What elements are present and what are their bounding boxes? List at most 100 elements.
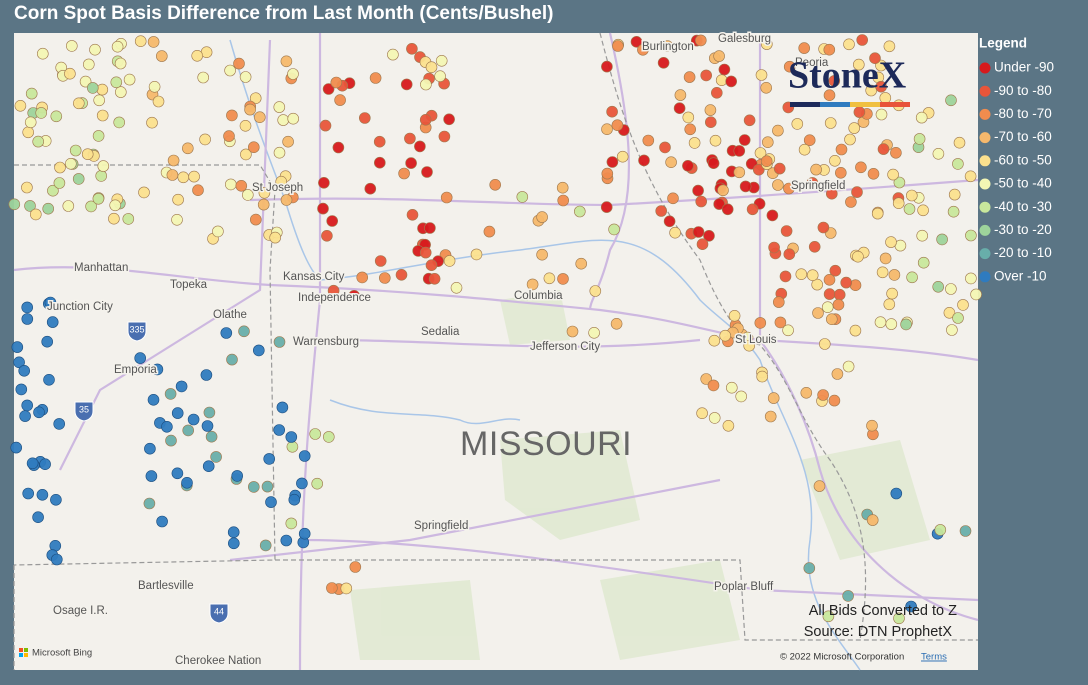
bid-dot <box>713 198 726 210</box>
legend-item[interactable]: -90 to -80 <box>979 83 1052 98</box>
bid-dot <box>601 60 613 73</box>
bid-dot <box>175 380 188 393</box>
bid-dot <box>332 141 345 154</box>
bid-dot <box>224 64 236 77</box>
bid-dot <box>866 419 878 432</box>
legend-item[interactable]: -30 to -20 <box>979 222 1052 237</box>
bid-dot <box>10 441 23 454</box>
bid-dot <box>273 101 286 113</box>
legend-item[interactable]: -60 to -50 <box>979 152 1052 167</box>
bid-dot <box>166 169 179 181</box>
bid-dot <box>369 72 382 84</box>
bid-dot <box>890 147 902 159</box>
bid-dot <box>187 413 200 426</box>
legend-item[interactable]: -80 to -70 <box>979 106 1052 121</box>
bid-dot <box>225 178 237 191</box>
bid-dot <box>280 55 293 68</box>
bid-dot <box>791 118 804 130</box>
bid-dot <box>774 316 787 329</box>
legend-item[interactable]: -70 to -60 <box>979 129 1052 144</box>
bid-dot <box>601 123 613 135</box>
bid-dot <box>419 246 432 259</box>
bid-dot <box>682 111 695 124</box>
bid-dot <box>172 193 184 206</box>
bid-dot <box>226 353 238 366</box>
legend-item[interactable]: -50 to -40 <box>979 176 1052 191</box>
bid-dot <box>205 430 218 443</box>
bid-dot <box>378 272 391 284</box>
bid-dot <box>19 410 31 422</box>
bid-dot <box>655 205 668 217</box>
bid-dot <box>842 590 854 602</box>
bid-dot <box>965 272 977 285</box>
legend-swatch <box>979 155 991 167</box>
bid-dot <box>113 116 125 129</box>
legend-item[interactable]: Over -10 <box>979 268 1047 283</box>
city-label: Topeka <box>170 279 208 291</box>
bid-dot <box>263 453 276 465</box>
legend-item[interactable]: Under -90 <box>979 60 1055 75</box>
bid-dot <box>843 38 855 51</box>
logo-stripe <box>790 102 820 107</box>
bid-dot <box>853 106 866 118</box>
bid-dot <box>779 270 792 283</box>
bid-dot <box>326 582 338 594</box>
bid-dot <box>700 373 713 385</box>
bid-dot <box>35 107 48 119</box>
bid-dot <box>334 94 346 106</box>
bid-dot <box>959 525 972 537</box>
terms-link[interactable]: Terms <box>921 652 947 663</box>
legend-swatch <box>979 178 991 190</box>
bid-dot <box>248 141 260 153</box>
bid-dot <box>947 205 960 218</box>
bid-dot <box>952 312 964 324</box>
logo-text: StoneX <box>788 55 906 97</box>
map-title: Corn Spot Basis Difference from Last Mon… <box>14 3 554 24</box>
legend-item[interactable]: -40 to -30 <box>979 199 1052 214</box>
bid-dot <box>663 215 676 228</box>
bid-dot <box>81 148 94 160</box>
bid-dot <box>96 109 109 122</box>
bid-dot <box>948 188 961 201</box>
bid-dot <box>828 394 841 407</box>
bid-dot <box>26 457 39 470</box>
legend-swatch <box>979 248 991 260</box>
bid-dot <box>72 173 85 185</box>
bid-dot <box>36 47 49 60</box>
bid-dot <box>231 470 243 482</box>
bid-dot <box>235 180 248 192</box>
bid-dot <box>917 204 929 217</box>
city-label: Cherokee Nation <box>175 655 261 667</box>
bid-dot <box>932 280 945 293</box>
bid-dot <box>252 344 265 357</box>
bid-dot <box>883 40 896 53</box>
bid-dot <box>692 184 704 197</box>
bid-dot <box>823 89 836 101</box>
bid-dot <box>746 203 759 216</box>
bid-dot <box>665 156 677 168</box>
bid-dot <box>892 197 905 209</box>
bid-dot <box>349 561 362 573</box>
bid-dot <box>608 223 620 236</box>
bid-dot <box>812 307 824 319</box>
bid-dot <box>683 71 696 83</box>
bid-dot <box>265 496 277 508</box>
bid-dot <box>852 58 865 71</box>
city-label: Bartlesville <box>138 580 194 592</box>
bid-dot <box>772 179 784 191</box>
bid-dot <box>704 104 717 116</box>
bid-dot <box>915 111 928 124</box>
bid-dot <box>15 383 28 396</box>
bid-dot <box>543 272 556 285</box>
legend-item[interactable]: -20 to -10 <box>979 245 1052 260</box>
highway-label: 44 <box>214 606 224 616</box>
bid-dot <box>700 69 713 82</box>
legend-label: Under -90 <box>994 60 1054 75</box>
bid-dot <box>773 162 786 175</box>
bid-dot <box>25 87 38 100</box>
bid-dot <box>92 130 105 142</box>
bid-dot <box>835 143 848 156</box>
bid-dot <box>885 318 898 330</box>
legend-label: -50 to -40 <box>994 176 1052 191</box>
